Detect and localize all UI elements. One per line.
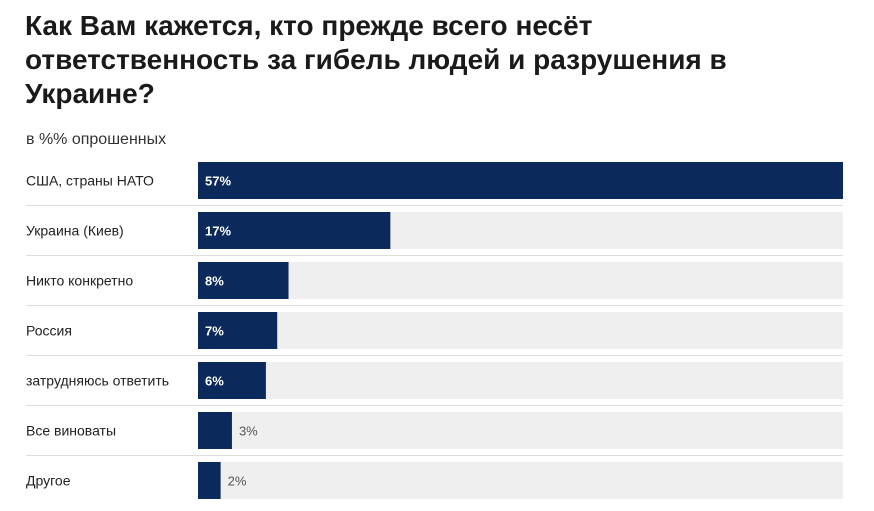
category-label: Никто конкретно [26,273,133,289]
bar-track [198,312,843,349]
bar [198,212,391,249]
value-label: 2% [228,474,247,489]
bar-track [198,462,843,499]
category-label: Украина (Киев) [26,223,124,239]
value-label: 6% [205,374,224,389]
value-label: 8% [205,274,224,289]
value-label: 17% [205,224,231,239]
bar [198,312,278,349]
value-label: 7% [205,324,224,339]
bar-track [198,362,843,399]
category-label: Россия [26,323,72,339]
bar [198,362,266,399]
category-label: Все виноваты [26,423,116,439]
bar-track [198,412,843,449]
chart-subtitle: в %% опрошенных [26,131,167,148]
bar [198,162,843,199]
bar [198,462,221,499]
category-label: США, страны НАТО [26,173,154,189]
value-label: 3% [239,424,258,439]
bar-track [198,262,843,299]
bar [198,262,289,299]
chart-title: Как Вам кажется, кто прежде всего несёт … [25,10,727,109]
category-label: Другое [26,473,71,489]
value-label: 57% [205,174,231,189]
bar [198,412,232,449]
category-label: затрудняюсь ответить [26,373,169,389]
